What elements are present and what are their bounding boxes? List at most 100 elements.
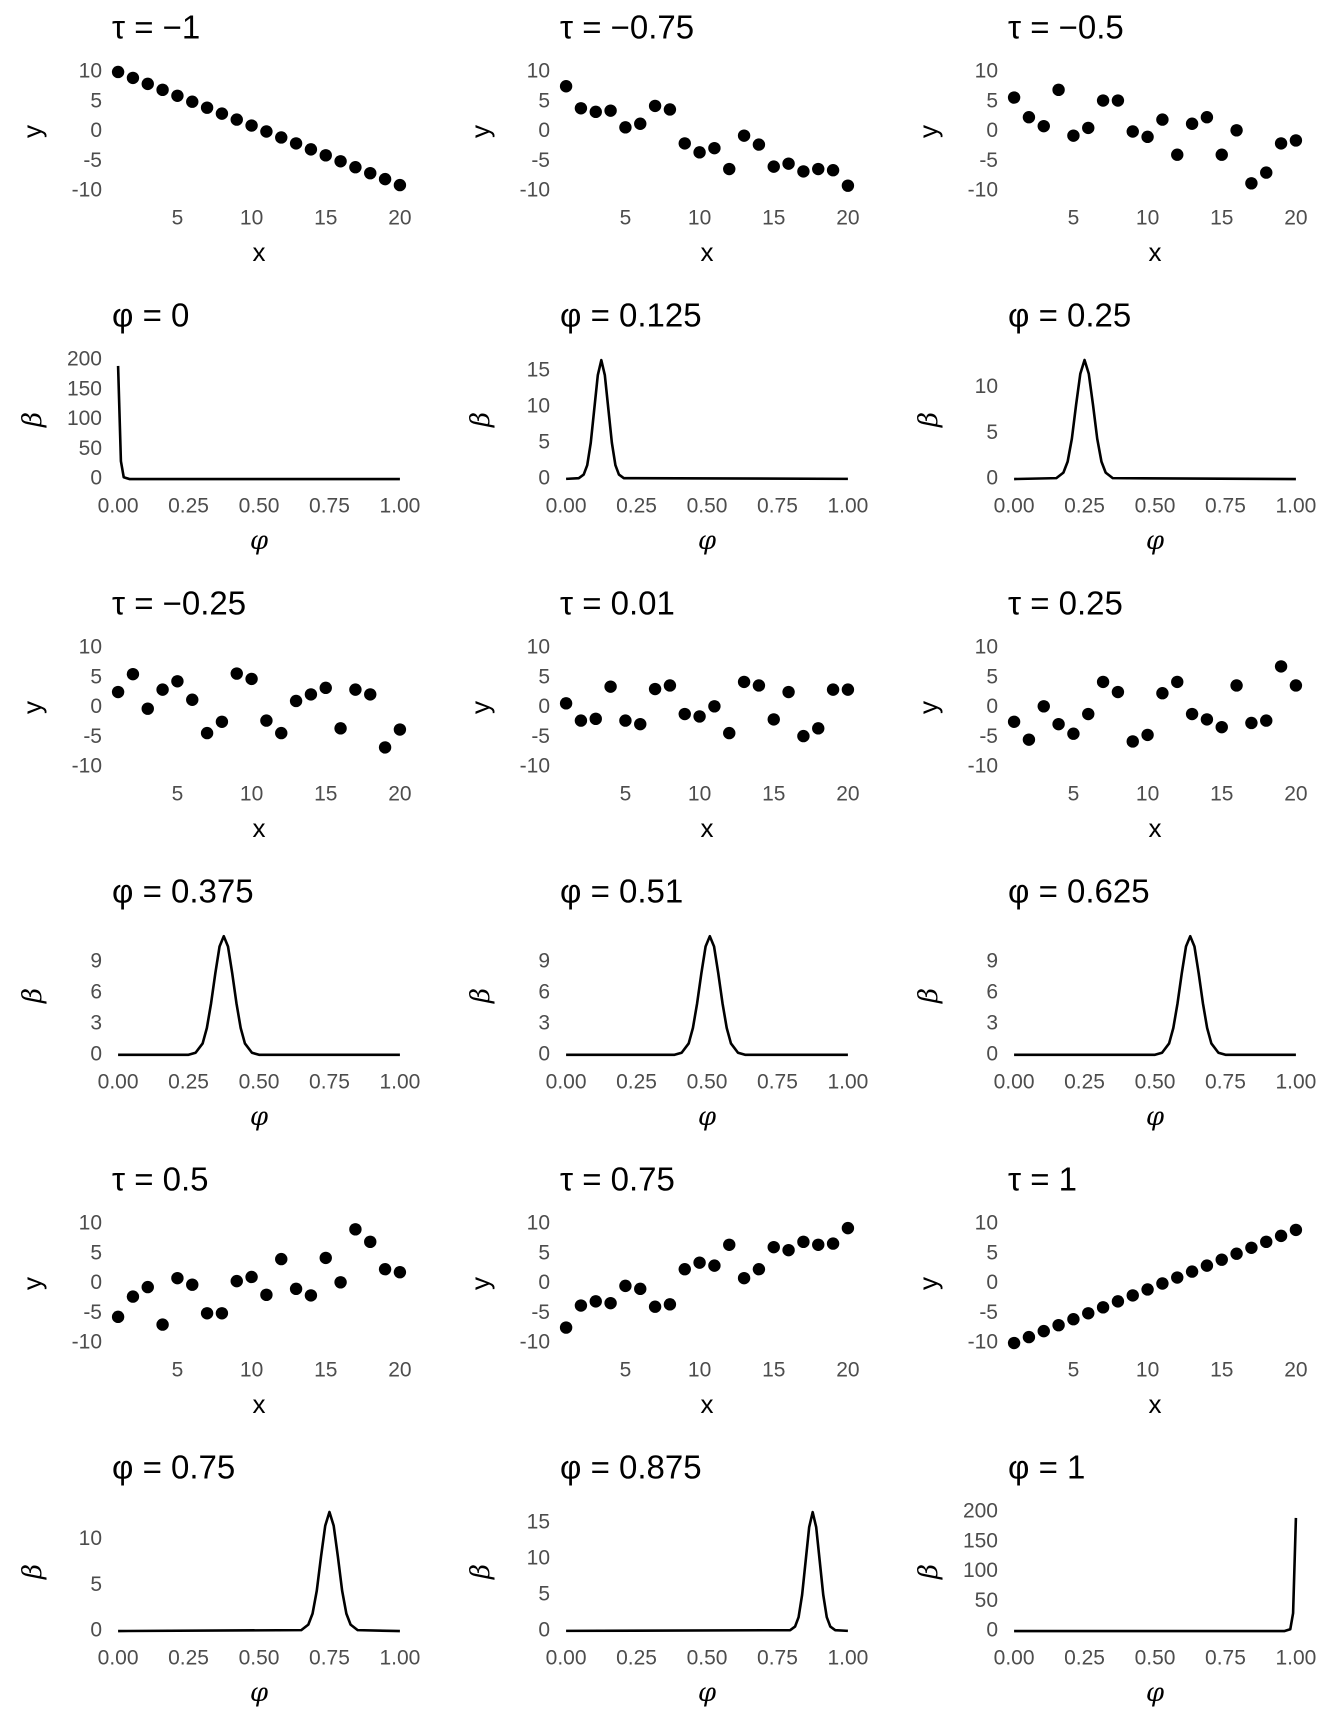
point bbox=[663, 103, 677, 116]
x-tick-label: 5 bbox=[172, 1359, 184, 1382]
y-tick-label: 9 bbox=[986, 950, 998, 973]
x-tick-label: 0.00 bbox=[546, 1071, 587, 1094]
x-tick-label: 0.00 bbox=[994, 1071, 1035, 1094]
point bbox=[634, 117, 647, 130]
y-tick-label: 150 bbox=[67, 377, 102, 400]
y-tick-label: 0 bbox=[90, 1271, 102, 1294]
x-tick-label: 0.25 bbox=[168, 1071, 209, 1094]
point bbox=[589, 712, 602, 726]
point bbox=[841, 1221, 855, 1235]
y-tick-label: 150 bbox=[963, 1529, 998, 1552]
point bbox=[648, 1300, 662, 1313]
y-tick-label: 5 bbox=[90, 89, 102, 112]
x-axis-title: φ bbox=[250, 1102, 269, 1132]
x-tick-label: 0.00 bbox=[98, 1647, 139, 1670]
point bbox=[230, 113, 243, 126]
x-tick-label: 15 bbox=[1210, 207, 1233, 230]
point bbox=[1052, 717, 1065, 731]
x-tick-label: 10 bbox=[240, 1359, 263, 1382]
density-line bbox=[118, 1510, 400, 1633]
y-tick-label: 3 bbox=[986, 1011, 998, 1034]
y-tick-label: 5 bbox=[986, 89, 998, 112]
point bbox=[215, 107, 229, 120]
point bbox=[245, 672, 258, 686]
panel-title: τ = 0.01 bbox=[560, 585, 675, 622]
point bbox=[1245, 177, 1258, 190]
x-tick-label: 0.50 bbox=[239, 1647, 280, 1670]
y-axis-title: β bbox=[914, 412, 944, 428]
x-tick-label: 10 bbox=[688, 1359, 711, 1382]
point bbox=[319, 1251, 332, 1265]
point bbox=[200, 1307, 214, 1320]
panel: φ = 0.875 0.00 0.25 0.50 0.75 1.00 0 5 10 15 φ β bbox=[466, 1449, 868, 1708]
y-tick-label: 100 bbox=[67, 407, 102, 430]
x-tick-label: 20 bbox=[836, 783, 859, 806]
y-tick-label: 10 bbox=[975, 1212, 998, 1235]
y-tick-label: 0 bbox=[90, 467, 102, 490]
y-tick-label: -10 bbox=[72, 179, 102, 202]
point bbox=[767, 713, 780, 726]
point bbox=[1007, 715, 1021, 728]
y-tick-label: -5 bbox=[83, 149, 102, 172]
point bbox=[378, 172, 392, 186]
x-axis-title: x bbox=[1149, 813, 1162, 843]
y-tick-label: 5 bbox=[538, 665, 550, 688]
y-tick-label: -5 bbox=[531, 149, 550, 172]
point bbox=[812, 162, 825, 176]
point bbox=[1171, 1271, 1184, 1284]
x-tick-label: 1.00 bbox=[379, 1647, 420, 1670]
point bbox=[574, 714, 588, 727]
panel-title: τ = −0.75 bbox=[560, 9, 694, 46]
point bbox=[1274, 137, 1288, 150]
point bbox=[1185, 1265, 1199, 1278]
point bbox=[767, 1240, 780, 1254]
y-tick-label: 5 bbox=[538, 430, 550, 453]
point bbox=[200, 101, 214, 114]
x-tick-label: 10 bbox=[240, 207, 263, 230]
point bbox=[1126, 1289, 1139, 1302]
x-axis-title: φ bbox=[698, 1678, 717, 1708]
point bbox=[752, 679, 766, 692]
x-tick-label: 15 bbox=[1210, 1359, 1233, 1382]
x-tick-label: 15 bbox=[314, 1359, 337, 1382]
point bbox=[1007, 1336, 1021, 1350]
y-axis-title: y bbox=[913, 125, 943, 138]
panel-title: φ = 1 bbox=[1008, 1449, 1085, 1486]
x-axis-title: φ bbox=[1146, 1102, 1165, 1132]
point bbox=[1096, 1301, 1110, 1314]
point bbox=[171, 1271, 184, 1285]
point bbox=[304, 688, 318, 701]
point bbox=[1156, 113, 1169, 126]
point bbox=[364, 1235, 377, 1249]
x-tick-label: 5 bbox=[1068, 207, 1080, 230]
point bbox=[693, 146, 706, 159]
x-tick-label: 0.75 bbox=[757, 1071, 798, 1094]
point bbox=[1171, 675, 1184, 689]
point bbox=[1082, 1307, 1095, 1320]
point bbox=[1274, 1229, 1288, 1243]
point bbox=[797, 1235, 810, 1249]
panel-title: φ = 0.75 bbox=[112, 1449, 235, 1486]
y-tick-label: 0 bbox=[538, 1042, 550, 1065]
point bbox=[634, 717, 647, 731]
x-tick-label: 20 bbox=[388, 1359, 411, 1382]
point bbox=[589, 1295, 602, 1308]
panel: τ = 1 5 10 15 20 -10 -5 0 5 10 x y bbox=[913, 1161, 1308, 1419]
x-tick-label: 0.75 bbox=[1205, 1647, 1246, 1670]
y-tick-label: 10 bbox=[79, 1212, 102, 1235]
y-tick-label: 5 bbox=[90, 665, 102, 688]
y-tick-label: -10 bbox=[72, 755, 102, 778]
point bbox=[663, 1298, 677, 1311]
y-axis-title: β bbox=[466, 988, 496, 1004]
point bbox=[1082, 121, 1095, 135]
point bbox=[126, 1290, 140, 1303]
point bbox=[1007, 91, 1021, 104]
point bbox=[708, 700, 721, 713]
y-tick-label: -5 bbox=[531, 725, 550, 748]
y-tick-label: 10 bbox=[527, 60, 550, 83]
point bbox=[141, 77, 154, 91]
y-tick-label: 0 bbox=[538, 1618, 550, 1641]
density-line bbox=[118, 934, 400, 1057]
point bbox=[260, 714, 273, 727]
